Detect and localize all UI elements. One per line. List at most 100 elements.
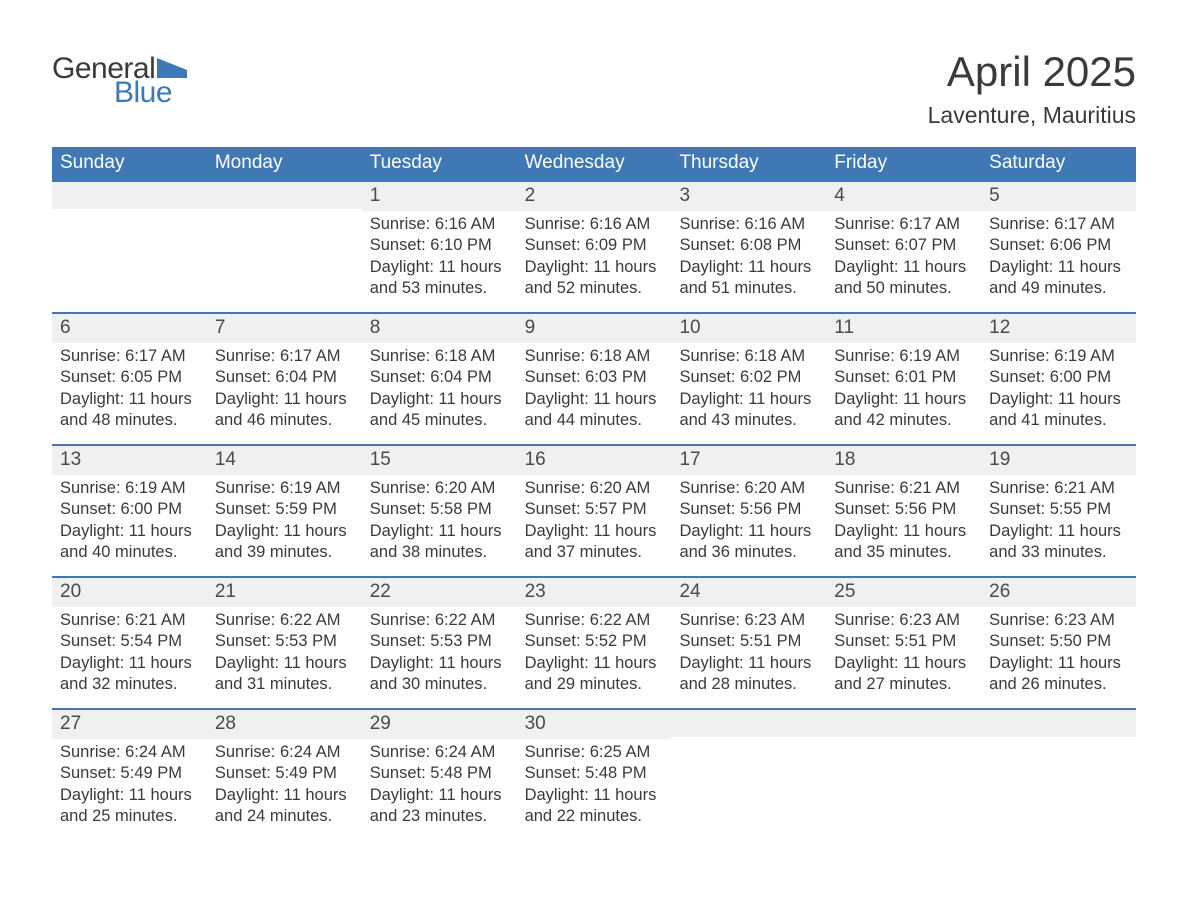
sunrise-text: Sunrise: 6:17 AM bbox=[989, 214, 1128, 235]
title-location: Laventure, Mauritius bbox=[928, 102, 1136, 129]
sunrise-text: Sunrise: 6:19 AM bbox=[60, 478, 199, 499]
daylight-text: Daylight: 11 hours and 50 minutes. bbox=[834, 257, 973, 300]
daylight-text: Daylight: 11 hours and 35 minutes. bbox=[834, 521, 973, 564]
day-cell: 10 Sunrise: 6:18 AMSunset: 6:02 PMDayligh… bbox=[671, 314, 826, 444]
sunrise-text: Sunrise: 6:19 AM bbox=[989, 346, 1128, 367]
day-cell: 28Sunrise: 6:24 AMSunset: 5:49 PMDayligh… bbox=[207, 710, 362, 833]
day-number: 18 bbox=[826, 446, 981, 475]
day-header: Tuesday bbox=[362, 147, 517, 180]
day-number: 16 bbox=[517, 446, 672, 475]
daylight-text: Daylight: 11 hours and 27 minutes. bbox=[834, 653, 973, 696]
day-cell: 22Sunrise: 6:22 AMSunset: 5:53 PMDayligh… bbox=[362, 578, 517, 708]
header-region: General Blue April 2025 Laventure, Mauri… bbox=[52, 48, 1136, 129]
day-cell: 3Sunrise: 6:16 AMSunset: 6:08 PMDaylight… bbox=[671, 182, 826, 312]
day-number: 27 bbox=[52, 710, 207, 739]
sunrise-text: Sunrise: 6:16 AM bbox=[679, 214, 818, 235]
daylight-text: Daylight: 11 hours and 43 minutes. bbox=[679, 389, 818, 432]
daylight-text: Daylight: 11 hours and 39 minutes. bbox=[215, 521, 354, 564]
day-cell: 16Sunrise: 6:20 AMSunset: 5:57 PMDayligh… bbox=[517, 446, 672, 576]
day-cell: 26Sunrise: 6:23 AMSunset: 5:50 PMDayligh… bbox=[981, 578, 1136, 708]
sunset-text: Sunset: 5:49 PM bbox=[60, 763, 199, 784]
sunrise-text: Sunrise: 6:16 AM bbox=[525, 214, 664, 235]
daylight-text: Daylight: 11 hours and 42 minutes. bbox=[834, 389, 973, 432]
day-header: Wednesday bbox=[517, 147, 672, 180]
sunset-text: Sunset: 5:48 PM bbox=[370, 763, 509, 784]
logo: General Blue bbox=[52, 48, 187, 110]
sunrise-text: Sunrise: 6:22 AM bbox=[370, 610, 509, 631]
sunrise-text: Sunrise: 6:18 AM bbox=[525, 346, 664, 367]
day-header: Saturday bbox=[981, 147, 1136, 180]
day-cell: 5Sunrise: 6:17 AMSunset: 6:06 PMDaylight… bbox=[981, 182, 1136, 312]
sunrise-text: Sunrise: 6:18 AM bbox=[370, 346, 509, 367]
day-cell: 24Sunrise: 6:23 AMSunset: 5:51 PMDayligh… bbox=[671, 578, 826, 708]
sunrise-text: Sunrise: 6:24 AM bbox=[60, 742, 199, 763]
sunrise-text: Sunrise: 6:21 AM bbox=[989, 478, 1128, 499]
sunset-text: Sunset: 5:55 PM bbox=[989, 499, 1128, 520]
day-cell: 8Sunrise: 6:18 AMSunset: 6:04 PMDaylight… bbox=[362, 314, 517, 444]
day-number bbox=[671, 710, 826, 737]
sunset-text: Sunset: 5:52 PM bbox=[525, 631, 664, 652]
calendar-page: General Blue April 2025 Laventure, Mauri… bbox=[0, 0, 1188, 853]
day-cell: 18Sunrise: 6:21 AMSunset: 5:56 PMDayligh… bbox=[826, 446, 981, 576]
day-cell: 27Sunrise: 6:24 AMSunset: 5:49 PMDayligh… bbox=[52, 710, 207, 833]
title-month: April 2025 bbox=[928, 48, 1136, 96]
day-cell: 12Sunrise: 6:19 AMSunset: 6:00 PMDayligh… bbox=[981, 314, 1136, 444]
day-number: 17 bbox=[671, 446, 826, 475]
day-cell: 7Sunrise: 6:17 AMSunset: 6:04 PMDaylight… bbox=[207, 314, 362, 444]
sunset-text: Sunset: 5:51 PM bbox=[679, 631, 818, 652]
daylight-text: Daylight: 11 hours and 48 minutes. bbox=[60, 389, 199, 432]
day-cell: 29Sunrise: 6:24 AMSunset: 5:48 PMDayligh… bbox=[362, 710, 517, 833]
day-cell: 1Sunrise: 6:16 AMSunset: 6:10 PMDaylight… bbox=[362, 182, 517, 312]
day-number: 21 bbox=[207, 578, 362, 607]
day-number: 10 bbox=[671, 314, 826, 343]
day-cell: 17Sunrise: 6:20 AMSunset: 5:56 PMDayligh… bbox=[671, 446, 826, 576]
sunrise-text: Sunrise: 6:21 AM bbox=[60, 610, 199, 631]
day-cell: 23Sunrise: 6:22 AMSunset: 5:52 PMDayligh… bbox=[517, 578, 672, 708]
sunset-text: Sunset: 6:01 PM bbox=[834, 367, 973, 388]
day-number: 13 bbox=[52, 446, 207, 475]
day-cell: 15Sunrise: 6:20 AMSunset: 5:58 PMDayligh… bbox=[362, 446, 517, 576]
sunrise-text: Sunrise: 6:25 AM bbox=[525, 742, 664, 763]
sunset-text: Sunset: 5:49 PM bbox=[215, 763, 354, 784]
sunset-text: Sunset: 6:04 PM bbox=[215, 367, 354, 388]
day-cell: 20Sunrise: 6:21 AMSunset: 5:54 PMDayligh… bbox=[52, 578, 207, 708]
sunset-text: Sunset: 5:58 PM bbox=[370, 499, 509, 520]
week-row: 27Sunrise: 6:24 AMSunset: 5:49 PMDayligh… bbox=[52, 708, 1136, 833]
day-header: Sunday bbox=[52, 147, 207, 180]
week-row: 6Sunrise: 6:17 AMSunset: 6:05 PMDaylight… bbox=[52, 312, 1136, 444]
sunrise-text: Sunrise: 6:17 AM bbox=[834, 214, 973, 235]
day-cell: 19Sunrise: 6:21 AMSunset: 5:55 PMDayligh… bbox=[981, 446, 1136, 576]
sunrise-text: Sunrise: 6:20 AM bbox=[370, 478, 509, 499]
day-cell bbox=[671, 710, 826, 833]
day-number: 5 bbox=[981, 182, 1136, 211]
day-header: Thursday bbox=[671, 147, 826, 180]
week-row: 20 Sunrise: 6:21 AMSunset: 5:54 PM Dayligh… bbox=[52, 576, 1136, 708]
sunset-text: Sunset: 6:00 PM bbox=[60, 499, 199, 520]
sunset-text: Sunset: 5:53 PM bbox=[370, 631, 509, 652]
sunset-text: Sunset: 6:03 PM bbox=[525, 367, 664, 388]
day-number bbox=[52, 182, 207, 209]
sunrise-text: Sunrise: 6:24 AM bbox=[215, 742, 354, 763]
daylight-text: Daylight: 11 hours and 46 minutes. bbox=[215, 389, 354, 432]
day-number bbox=[826, 710, 981, 737]
daylight-text: Daylight: 11 hours and 44 minutes. bbox=[525, 389, 664, 432]
sunrise-text: Sunrise: 6:18 AM bbox=[679, 346, 818, 367]
daylight-text: Daylight: 11 hours and 53 minutes. bbox=[370, 257, 509, 300]
day-cell: 14Sunrise: 6:19 AMSunset: 5:59 PMDayligh… bbox=[207, 446, 362, 576]
sunset-text: Sunset: 5:54 PM bbox=[60, 631, 199, 652]
sunset-text: Sunset: 6:10 PM bbox=[370, 235, 509, 256]
day-number: 9 bbox=[517, 314, 672, 343]
day-number: 24 bbox=[671, 578, 826, 607]
day-number: 20 bbox=[52, 578, 207, 607]
day-cell: 21Sunrise: 6:22 AMSunset: 5:53 PMDayligh… bbox=[207, 578, 362, 708]
day-number: 23 bbox=[517, 578, 672, 607]
day-cell bbox=[981, 710, 1136, 833]
week-row: 1Sunrise: 6:16 AMSunset: 6:10 PMDaylight… bbox=[52, 180, 1136, 312]
day-number: 25 bbox=[826, 578, 981, 607]
day-number: 11 bbox=[826, 314, 981, 343]
day-number: 28 bbox=[207, 710, 362, 739]
sunrise-text: Sunrise: 6:22 AM bbox=[525, 610, 664, 631]
sunset-text: Sunset: 6:02 PM bbox=[679, 367, 818, 388]
sunset-text: Sunset: 6:09 PM bbox=[525, 235, 664, 256]
sunrise-text: Sunrise: 6:24 AM bbox=[370, 742, 509, 763]
